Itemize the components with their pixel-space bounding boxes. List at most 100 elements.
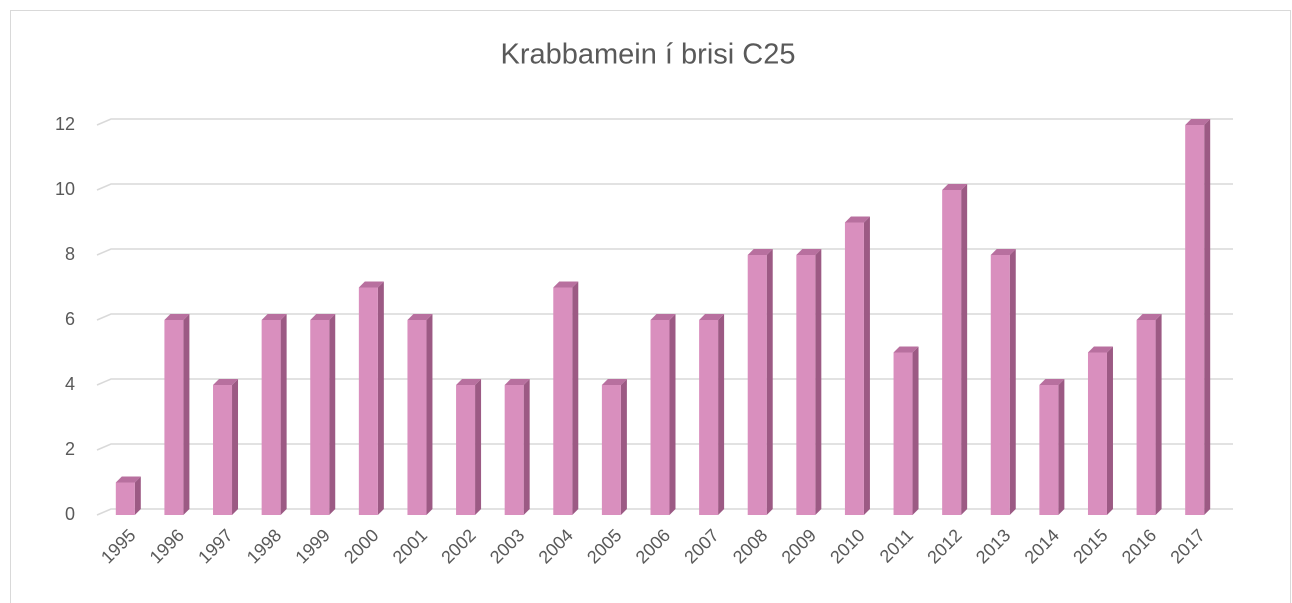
bar-face [699, 314, 725, 320]
bar [1185, 119, 1211, 515]
bar-face [961, 184, 968, 515]
bar-face [358, 287, 378, 515]
bar-face [164, 320, 184, 515]
bar [115, 476, 141, 515]
bar [213, 379, 239, 515]
bar-face [766, 249, 773, 515]
bar-face [747, 255, 767, 515]
bar-face [1106, 346, 1113, 515]
bar-face [523, 379, 530, 515]
bar-face [1087, 352, 1107, 515]
bar-face [329, 314, 336, 515]
bar-face [601, 385, 621, 515]
y-tick-label: 2 [65, 439, 75, 459]
bar-face [183, 314, 190, 515]
bar-face [718, 314, 725, 515]
bar [990, 249, 1016, 515]
bar-face [942, 190, 962, 515]
grid-line [96, 118, 1233, 126]
bar-face [456, 379, 482, 385]
bar-face [310, 314, 336, 320]
bar-face [815, 249, 822, 515]
bar [942, 184, 968, 515]
grid-line [96, 183, 1233, 191]
bar-face [1058, 379, 1065, 515]
bar-face [942, 184, 968, 190]
bar-face [456, 385, 476, 515]
bar-face [893, 352, 913, 515]
bar-face [747, 249, 773, 255]
bar [1136, 314, 1162, 515]
bar-face [475, 379, 482, 515]
bar-face [893, 346, 919, 353]
bar-face [1136, 320, 1156, 515]
bar [650, 314, 676, 515]
bar [358, 281, 384, 515]
bar-face [261, 320, 281, 515]
chart-title: Krabbamein í brisi C25 [501, 39, 796, 71]
bar [747, 249, 773, 515]
bar-face [1039, 385, 1059, 515]
bar-face [504, 385, 524, 515]
bar-face [912, 346, 919, 515]
bar-face [572, 281, 579, 515]
bar-face [1185, 125, 1205, 515]
bar-face [844, 222, 864, 515]
bar-face [650, 314, 676, 320]
bar-face [115, 482, 135, 515]
bar-face [990, 255, 1010, 515]
bar [601, 379, 627, 515]
y-tick-label: 0 [65, 504, 75, 524]
bar-face [426, 314, 433, 515]
bar-face [1204, 119, 1211, 515]
bar-face [601, 379, 627, 385]
bar-face [1136, 314, 1162, 320]
bar [844, 216, 870, 515]
bar-face [990, 249, 1016, 255]
bar-face [699, 320, 719, 515]
bar-face [310, 320, 330, 515]
bar-face [280, 314, 287, 515]
bar [456, 379, 482, 515]
bar-face [504, 379, 530, 385]
bar [893, 346, 919, 515]
bar-face [669, 314, 676, 515]
bar-face [1087, 346, 1113, 353]
y-tick-label: 10 [55, 179, 75, 199]
bar-face [213, 379, 239, 385]
bar-face [407, 320, 427, 515]
bar-face [232, 379, 239, 515]
y-tick-label: 8 [65, 244, 75, 264]
bar-face [620, 379, 627, 515]
bar-face [261, 314, 287, 320]
bar [407, 314, 433, 515]
bar [310, 314, 336, 515]
y-tick-label: 6 [65, 309, 75, 329]
bar-face [844, 216, 870, 223]
bar-face [650, 320, 670, 515]
bar-face [796, 255, 816, 515]
bar [796, 249, 822, 515]
bar-face [134, 476, 141, 515]
bar [504, 379, 530, 515]
bar [699, 314, 725, 515]
bar-face [213, 385, 233, 515]
bar-face [1155, 314, 1162, 515]
y-tick-label: 4 [65, 374, 75, 394]
bar [1087, 346, 1113, 515]
bar-face [553, 287, 573, 515]
bar-face [1185, 119, 1211, 125]
bar-face [1039, 379, 1065, 385]
bar-face [796, 249, 822, 255]
bar-face [553, 281, 579, 288]
bar-face [164, 314, 190, 320]
bar-face [115, 476, 141, 483]
bar-face [358, 281, 384, 288]
bar [164, 314, 190, 515]
bar [261, 314, 287, 515]
bar-face [1009, 249, 1016, 515]
bar-face [407, 314, 433, 320]
bar-face [377, 281, 384, 515]
y-tick-label: 12 [55, 114, 75, 134]
